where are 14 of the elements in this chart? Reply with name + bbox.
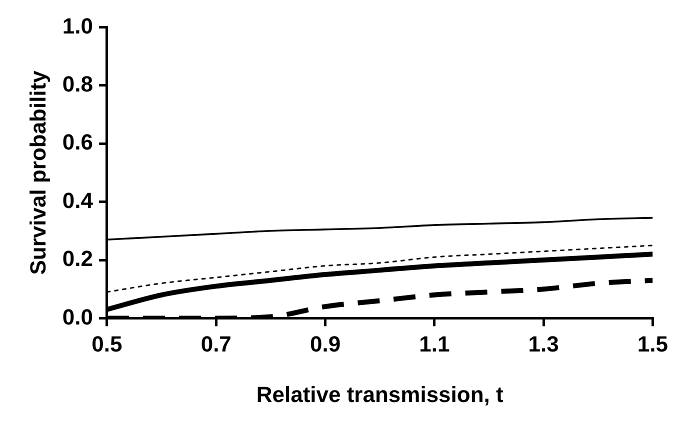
y-tick-label: 0.4 [62,188,94,213]
x-tick-label: 1.1 [419,331,450,356]
x-axis-title: Relative transmission, t [256,382,504,407]
y-tick-label: 0.2 [62,246,93,272]
x-tick-label: 0.7 [200,331,232,356]
y-tick-label: 0.6 [62,130,93,155]
y-tick-label: 0.0 [62,304,93,330]
x-tick-label: 1.5 [637,331,668,356]
y-axis-title: Survival probability [25,70,50,275]
y-tick-label: 1.0 [62,13,93,38]
x-tick-label: 0.5 [92,331,122,356]
y-tick-label: 0.8 [62,71,93,96]
x-tick-label: 0.9 [310,331,341,356]
x-tick-label: 1.3 [528,331,559,356]
